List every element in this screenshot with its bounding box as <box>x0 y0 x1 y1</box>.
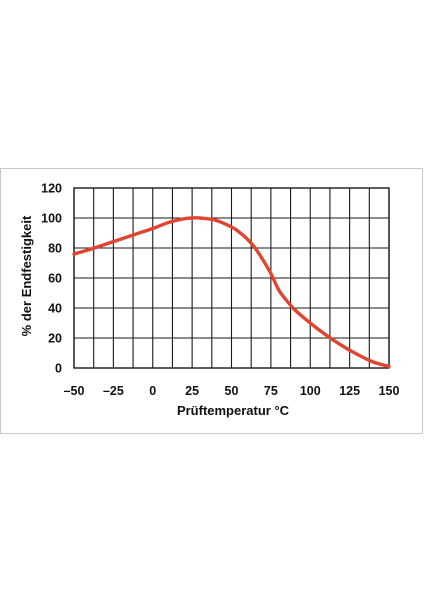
x-tick-label: –25 <box>103 384 124 398</box>
y-tick-label: 100 <box>41 212 62 226</box>
y-tick-label: 60 <box>48 272 62 286</box>
y-tick-label: 80 <box>48 242 62 256</box>
x-tick-label: –50 <box>64 384 85 398</box>
y-tick-label: 20 <box>48 332 62 346</box>
series-line <box>72 216 391 369</box>
grid <box>73 187 390 369</box>
x-tick-label: 125 <box>339 384 360 398</box>
y-tick-label: 120 <box>41 182 62 196</box>
series-layer <box>72 216 391 369</box>
x-tick-label: 25 <box>185 384 199 398</box>
tick-labels: –50 –25 0 25 50 75 100 125 150 0 20 40 60 80 100 120 <box>41 182 399 399</box>
x-tick-label: 150 <box>379 384 400 398</box>
x-tick-label: 100 <box>300 384 321 398</box>
y-tick-label: 40 <box>48 302 62 316</box>
y-tick-label: 0 <box>55 362 62 376</box>
line-chart: –50 –25 0 25 50 75 100 125 150 0 20 40 60 80 100 120 Pr… <box>19 182 399 419</box>
x-tick-label: 75 <box>264 384 278 398</box>
y-axis-title: % der Endfestigkeit <box>19 215 34 336</box>
plot-border <box>73 187 390 369</box>
x-axis-title: Prüftemperatur °C <box>177 403 290 418</box>
chart-panel: –50 –25 0 25 50 75 100 125 150 0 20 40 60 80 100 120 Pr… <box>0 168 423 434</box>
x-tick-label: 0 <box>149 384 156 398</box>
x-tick-label: 50 <box>225 384 239 398</box>
